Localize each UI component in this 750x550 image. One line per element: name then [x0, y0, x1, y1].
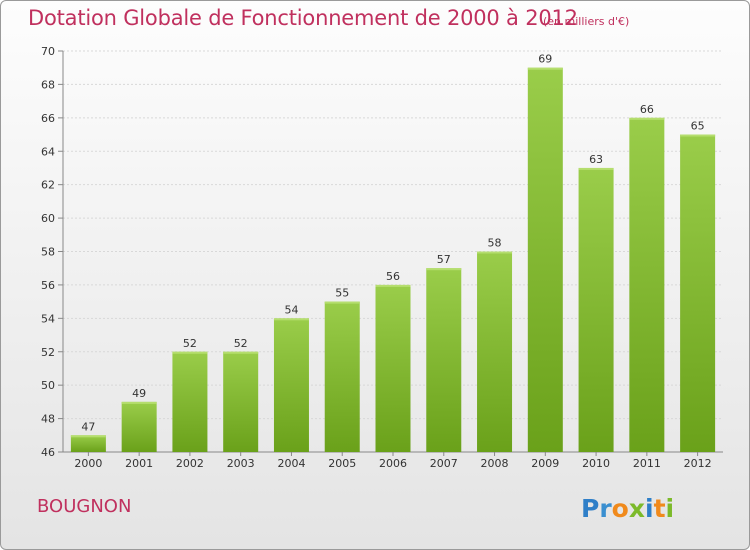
data-label-2002: 52	[183, 337, 197, 350]
x-tick-label-2003: 2003	[227, 457, 255, 470]
y-tick-label: 56	[41, 279, 55, 292]
y-tick-label: 64	[41, 145, 55, 158]
y-tick-label: 62	[41, 179, 55, 192]
y-tick-label: 70	[41, 45, 55, 58]
bar-2000	[70, 435, 106, 452]
bar-2012	[680, 134, 716, 452]
y-tick-label: 58	[41, 246, 55, 259]
bar-2007	[426, 268, 462, 452]
y-tick-label: 60	[41, 212, 55, 225]
data-label-2008: 58	[488, 237, 502, 250]
bar-top-highlight	[324, 301, 360, 304]
data-label-2004: 54	[284, 303, 298, 316]
bar-2006	[375, 284, 411, 452]
y-tick-label: 46	[41, 446, 55, 459]
x-tick-label-2005: 2005	[328, 457, 356, 470]
bar-top-highlight	[223, 351, 259, 354]
svg-text:Proxiti: Proxiti	[581, 494, 674, 523]
data-label-2005: 55	[335, 287, 349, 300]
data-label-2009: 69	[538, 53, 552, 66]
bar-2001	[121, 401, 157, 452]
bar-2005	[324, 301, 360, 452]
chart-title: Dotation Globale de Fonctionnement de 20…	[28, 6, 578, 30]
proxiti-logo: Proxiti	[581, 494, 674, 523]
data-label-2001: 49	[132, 387, 146, 400]
data-label-2011: 66	[640, 103, 654, 116]
bar-top-highlight	[527, 67, 563, 70]
bar-2008	[477, 251, 513, 452]
bar-top-highlight	[273, 318, 309, 321]
x-tick-label-2001: 2001	[125, 457, 153, 470]
bar-2011	[629, 117, 665, 452]
x-tick-label-2008: 2008	[481, 457, 509, 470]
x-tick-label-2004: 2004	[277, 457, 305, 470]
bar-top-highlight	[70, 435, 106, 438]
x-tick-label-2009: 2009	[531, 457, 559, 470]
bar-top-highlight	[375, 284, 411, 287]
bars	[70, 67, 716, 453]
data-labels: 47 49 52 52 54 55 56 57 58 69 63 66 65	[81, 53, 704, 434]
y-tick-label: 54	[41, 312, 55, 325]
bar-top-highlight	[426, 268, 462, 271]
data-label-2003: 52	[234, 337, 248, 350]
bar-top-highlight	[680, 134, 716, 137]
x-tick-label-2012: 2012	[684, 457, 712, 470]
commune-name: BOUGNON	[37, 496, 132, 517]
x-tick-label-2011: 2011	[633, 457, 661, 470]
bar-top-highlight	[578, 167, 614, 170]
y-tick-label: 66	[41, 112, 55, 125]
x-tick-label-2000: 2000	[74, 457, 102, 470]
y-tick-label: 48	[41, 413, 55, 426]
x-tick-label-2006: 2006	[379, 457, 407, 470]
bar-2002	[172, 351, 208, 452]
bar-2004	[273, 318, 309, 452]
data-label-2010: 63	[589, 153, 603, 166]
data-label-2000: 47	[81, 420, 95, 433]
unit-label: (en milliers d'€)	[543, 15, 630, 28]
bar-2009	[527, 67, 563, 452]
y-tick-label: 52	[41, 346, 55, 359]
x-tick-label-2007: 2007	[430, 457, 458, 470]
bar-top-highlight	[477, 251, 513, 254]
x-tick-label-2002: 2002	[176, 457, 204, 470]
bar-2010	[578, 167, 614, 453]
bar-2003	[223, 351, 259, 452]
y-tick-label: 68	[41, 78, 55, 91]
bar-top-highlight	[172, 351, 208, 354]
data-label-2007: 57	[437, 253, 451, 266]
bar-top-highlight	[121, 401, 157, 404]
data-label-2012: 65	[691, 120, 705, 133]
data-label-2006: 56	[386, 270, 400, 283]
bar-top-highlight	[629, 117, 665, 120]
y-tick-label: 50	[41, 379, 55, 392]
x-tick-label-2010: 2010	[582, 457, 610, 470]
